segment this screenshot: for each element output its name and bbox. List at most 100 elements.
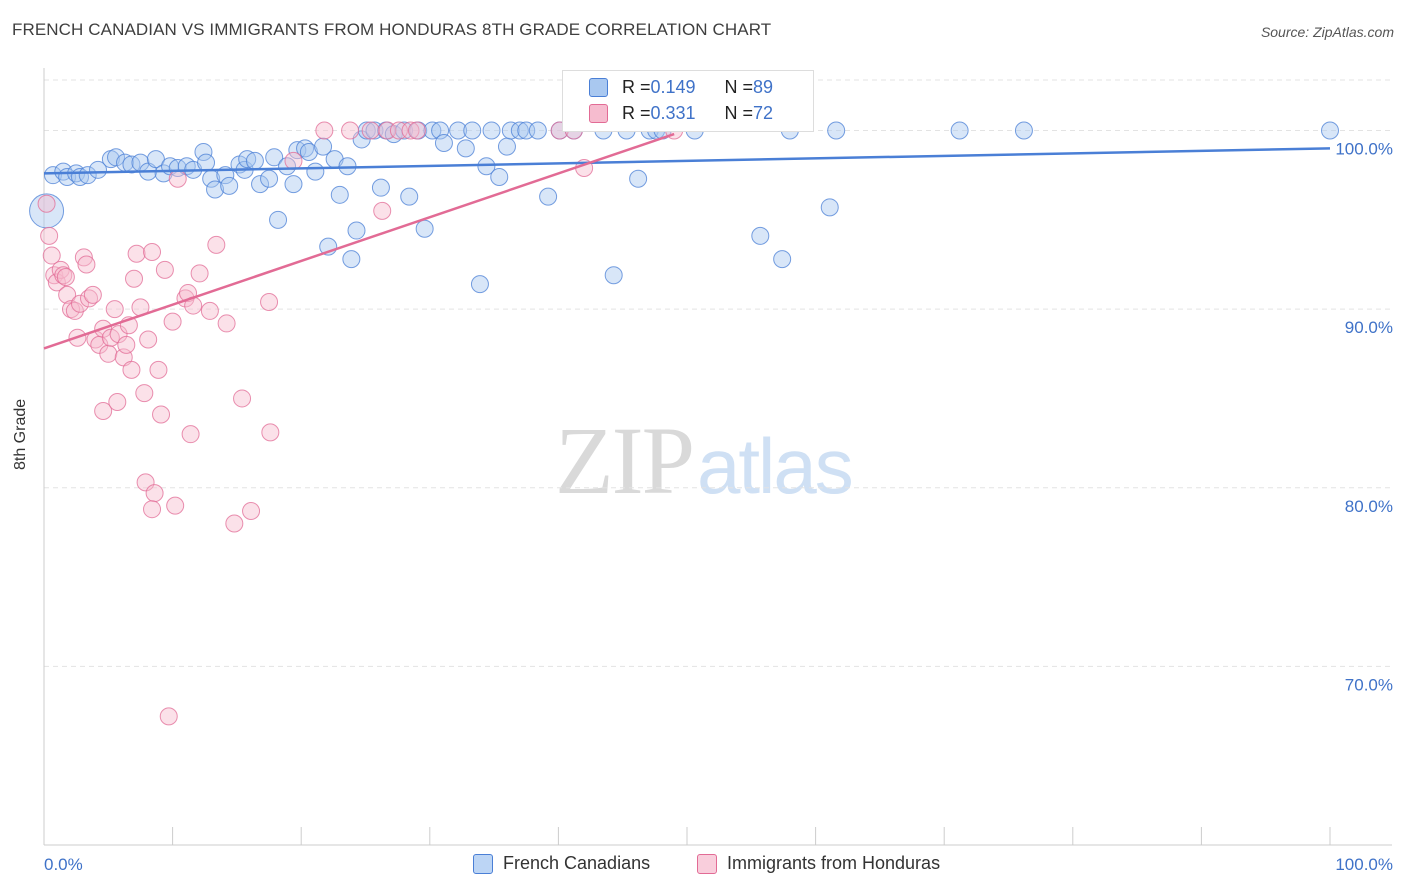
data-point: [194, 142, 213, 161]
data-point: [220, 176, 239, 195]
data-point: [77, 255, 96, 274]
data-point: [99, 344, 118, 363]
data-point: [190, 264, 209, 283]
data-point: [107, 148, 126, 167]
data-point: [56, 267, 75, 286]
axes: [43, 68, 1392, 846]
trend-lines: [43, 132, 1331, 350]
data-point: [629, 169, 648, 188]
data-point: [143, 242, 162, 261]
data-point: [773, 250, 792, 269]
data-point: [122, 360, 141, 379]
data-point: [604, 266, 623, 285]
data-point: [477, 157, 496, 176]
watermark-zip: ZIP: [555, 407, 695, 514]
data-point: [299, 142, 318, 161]
data-point: [145, 484, 164, 503]
data-point: [501, 121, 520, 140]
data-point: [37, 194, 56, 213]
data-point: [89, 160, 108, 179]
stats-row-french-canadians: R = 0.149 N = 89: [589, 77, 773, 98]
y-tick-label: 90.0%: [1345, 318, 1393, 337]
data-point: [197, 153, 216, 172]
data-point: [482, 121, 501, 140]
data-point: [143, 500, 162, 519]
data-point: [200, 301, 219, 320]
data-point: [168, 159, 187, 178]
data-point: [490, 167, 509, 186]
data-point: [827, 121, 846, 140]
data-point: [154, 164, 173, 183]
data-point: [40, 226, 59, 245]
data-point: [401, 121, 420, 140]
data-point: [166, 496, 185, 515]
legend-swatch-pink: [697, 853, 717, 874]
series-honduras: [37, 121, 684, 726]
data-point: [159, 707, 178, 726]
data-point: [510, 121, 529, 140]
data-point: [1321, 121, 1339, 140]
data-point: [242, 501, 261, 520]
data-point: [245, 151, 264, 170]
data-point: [341, 121, 360, 140]
data-point: [260, 292, 279, 311]
data-point: [284, 151, 303, 170]
data-point: [463, 121, 482, 140]
data-point: [539, 187, 558, 206]
data-point: [139, 330, 158, 349]
legend-item-honduras[interactable]: Immigrants from Honduras: [697, 853, 940, 874]
data-point: [117, 335, 136, 354]
data-point: [288, 141, 307, 160]
stats-n-value: 89: [753, 77, 774, 97]
stats-swatch-blue: [589, 78, 608, 97]
y-tick-label: 100.0%: [1335, 140, 1393, 159]
stats-row-honduras: R = 0.331 N = 72: [589, 103, 773, 124]
x-tick-label-max: 100.0%: [1335, 855, 1393, 874]
data-point: [371, 178, 390, 197]
data-point: [108, 393, 127, 412]
legend-item-french-canadians[interactable]: French Canadians: [473, 853, 650, 874]
data-point: [820, 198, 839, 217]
data-point: [122, 155, 141, 174]
data-point: [400, 187, 419, 206]
data-point: [54, 266, 73, 285]
data-point: [217, 314, 236, 333]
data-point: [361, 121, 380, 140]
watermark-atlas: atlas: [697, 422, 854, 510]
data-point: [83, 285, 102, 304]
stats-n-label: N =: [724, 103, 754, 123]
data-point: [181, 425, 200, 444]
data-point: [342, 250, 361, 269]
chart-title: FRENCH CANADIAN VS IMMIGRANTS FROM HONDU…: [12, 20, 772, 39]
stats-n-value: 72: [753, 103, 774, 123]
source-label: Source: ZipAtlas.com: [1260, 24, 1394, 40]
data-point: [449, 121, 468, 140]
data-point: [470, 275, 489, 294]
data-point: [149, 360, 168, 379]
data-point: [407, 121, 426, 140]
data-point: [135, 384, 154, 403]
series-french-canadians: [29, 121, 1339, 294]
data-point: [456, 139, 475, 158]
data-point: [434, 134, 453, 153]
data-point: [74, 248, 93, 267]
data-point: [265, 148, 284, 167]
data-point: [233, 389, 252, 408]
data-point: [261, 423, 280, 442]
stats-r-value: 0.331: [650, 103, 696, 123]
data-point: [127, 244, 146, 263]
data-point: [168, 169, 187, 188]
data-point: [950, 121, 969, 140]
data-point: [71, 294, 90, 313]
stats-swatch-pink: [589, 104, 608, 123]
stats-legend: R = 0.149 N = 89 R = 0.331 N = 72: [562, 70, 814, 132]
data-point: [155, 260, 174, 279]
trend-line: [43, 132, 675, 350]
data-point: [163, 312, 182, 331]
data-point: [125, 269, 144, 288]
data-point: [1014, 121, 1033, 140]
stats-r-label: R =: [622, 77, 651, 97]
data-point: [347, 221, 366, 240]
y-tick-label: 70.0%: [1345, 675, 1393, 694]
